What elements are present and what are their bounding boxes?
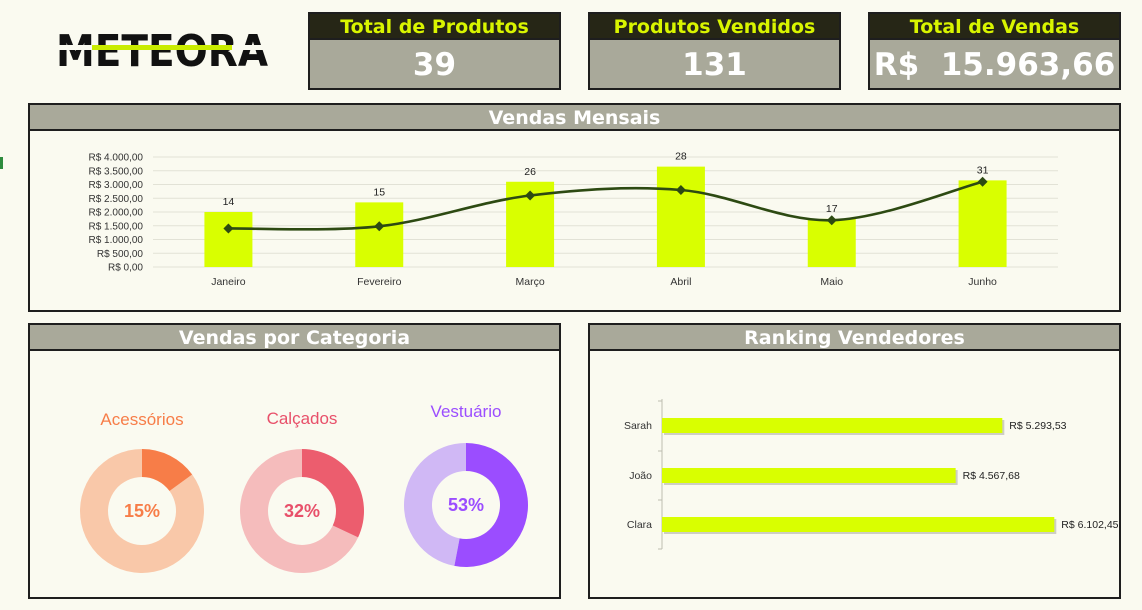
x-tick-label: Março	[515, 276, 544, 288]
data-label: 14	[223, 196, 235, 208]
y-tick-label: R$ 1.000,00	[89, 235, 144, 246]
kpi-card-produtos-vendidos: Produtos Vendidos 131	[588, 12, 841, 90]
y-tick-label: R$ 2.500,00	[89, 194, 144, 205]
panel-vendas-categoria: Vendas por Categoria Acessórios 15% Calçad…	[28, 323, 561, 599]
bar	[204, 212, 253, 267]
category-label: Vestuário	[431, 402, 502, 421]
category-donut-charts: Acessórios 15% Calçados 32% Vestuário 53%	[80, 402, 528, 573]
data-label: 26	[524, 166, 536, 178]
panel-vendas-mensais: Vendas Mensais R$ 0,00 R$ 500,00 R$ 1.000,…	[28, 103, 1121, 312]
kpi-value: 39	[412, 47, 457, 83]
kpi-value: R$ 15.963,66	[873, 47, 1116, 83]
data-label: 31	[977, 164, 989, 176]
kpi-card-total-vendas: Total de Vendas R$ 15.963,66	[868, 12, 1121, 90]
line-point	[223, 223, 234, 234]
y-tick-label: R$ 3.000,00	[89, 180, 144, 191]
monthly-sales-chart: R$ 0,00 R$ 500,00 R$ 1.000,00 R$ 1.500,00 R$…	[89, 151, 1058, 288]
line-point	[826, 215, 837, 226]
y-tick-label: R$ 3.500,00	[89, 166, 144, 177]
category-label: João	[629, 470, 652, 482]
percent-label: 53%	[448, 495, 484, 515]
y-tick-label: R$ 1.500,00	[89, 221, 144, 232]
kpi-card-total-produtos: Total de Produtos 39	[308, 12, 561, 90]
ranking-bar-chart: Sarah R$ 5.293,53 João R$ 4.567,68 Clara R$ 6…	[624, 399, 1119, 550]
bar	[662, 418, 1003, 433]
value-label: R$ 6.102,45	[1061, 519, 1118, 531]
donut-remainder	[80, 449, 204, 573]
category-label: Sarah	[624, 420, 652, 432]
percent-label: 32%	[284, 501, 320, 521]
panel-title: Vendas Mensais	[30, 105, 1119, 131]
logo-text: METEORA	[56, 28, 268, 74]
value-label: R$ 4.567,68	[963, 470, 1020, 482]
line-point	[977, 176, 988, 187]
data-label: 17	[826, 203, 838, 215]
kpi-title: Produtos Vendidos	[590, 14, 839, 40]
y-tick-label: R$ 2.000,00	[89, 208, 144, 219]
category-label: Calçados	[267, 409, 338, 428]
panel-title: Ranking Vendedores	[590, 325, 1119, 351]
x-tick-label: Abril	[670, 276, 691, 288]
donut-slice	[302, 449, 364, 538]
category-label: Clara	[627, 519, 652, 531]
line-point	[525, 190, 536, 201]
panel-ranking-vendedores: Ranking Vendedores Sarah R$ 5.293,53 João R…	[588, 323, 1121, 599]
data-label: 28	[675, 151, 687, 163]
x-tick-label: Janeiro	[211, 276, 246, 288]
category-label: Acessórios	[100, 410, 183, 429]
donut-remainder	[404, 443, 466, 566]
bar	[807, 218, 856, 267]
donut-remainder	[240, 449, 359, 573]
kpi-title: Total de Vendas	[870, 14, 1119, 40]
line-point	[675, 185, 686, 195]
bar	[958, 180, 1007, 267]
panel-title: Vendas por Categoria	[30, 325, 559, 351]
line-point	[374, 221, 385, 232]
y-tick-label: R$ 500,00	[97, 249, 144, 260]
percent-label: 15%	[124, 501, 160, 521]
donut-slice	[454, 443, 528, 567]
bar	[656, 166, 705, 267]
meteora-logo: METEORA	[56, 28, 268, 74]
data-label: 15	[373, 186, 385, 198]
series-line	[228, 180, 983, 231]
y-tick-label: R$ 4.000,00	[89, 153, 144, 164]
x-tick-label: Maio	[820, 276, 843, 288]
edge-marker	[0, 157, 3, 169]
bar	[662, 468, 956, 483]
bar	[662, 517, 1055, 532]
bar	[355, 202, 404, 267]
donut-slice	[142, 449, 193, 492]
kpi-title: Total de Produtos	[310, 14, 559, 40]
y-tick-label: R$ 0,00	[108, 263, 143, 274]
kpi-value: 131	[682, 47, 747, 83]
x-tick-label: Fevereiro	[357, 276, 402, 288]
x-tick-label: Junho	[968, 276, 997, 288]
value-label: R$ 5.293,53	[1009, 420, 1066, 432]
